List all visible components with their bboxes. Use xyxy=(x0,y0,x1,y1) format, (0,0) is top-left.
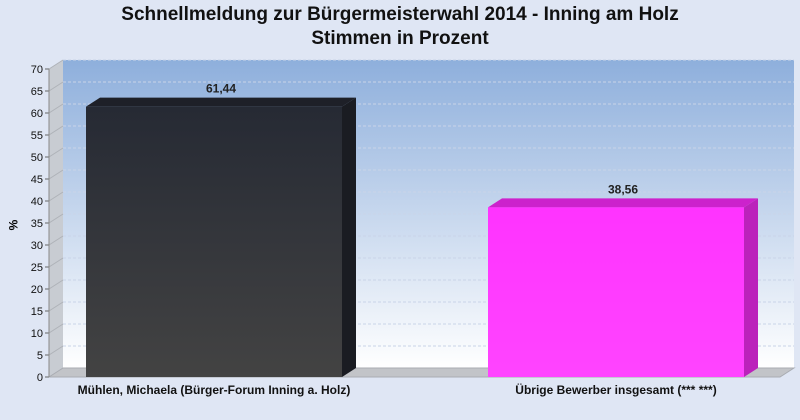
grid-line-diagonal xyxy=(48,169,64,180)
y-tick-label: 15 xyxy=(31,306,43,318)
y-tick-label: 55 xyxy=(31,130,43,142)
bar-side xyxy=(342,97,356,377)
chart-title-block: Schnellmeldung zur Bürgermeisterwahl 201… xyxy=(0,3,800,51)
grid-line-diagonal xyxy=(48,301,64,312)
bar-candidate-2: 38,56 xyxy=(488,182,758,377)
grid-line-diagonal xyxy=(48,345,64,356)
bar-front xyxy=(488,207,744,377)
y-tick-label: 45 xyxy=(31,174,43,186)
grid-line-diagonal xyxy=(48,125,64,136)
grid-line-diagonal xyxy=(48,279,64,290)
y-tick-label: 10 xyxy=(31,328,43,340)
bar-value-label: 38,56 xyxy=(608,182,638,196)
bar-value-label: 61,44 xyxy=(206,82,236,96)
y-tick-label: 35 xyxy=(31,218,43,230)
grid-line-diagonal xyxy=(48,213,64,224)
y-tick-label: 5 xyxy=(37,350,43,362)
y-tick-label: 50 xyxy=(31,152,43,164)
y-tick-label: 30 xyxy=(31,240,43,252)
y-tick-label: 70 xyxy=(31,64,43,76)
y-tick-label: 0 xyxy=(37,372,43,384)
bar-candidate-1: 61,44 xyxy=(86,82,356,377)
x-tick-label-candidate-2: Übrige Bewerber insgesamt (*** ***) xyxy=(515,383,717,397)
y-tick-label: 25 xyxy=(31,262,43,274)
grid-line-diagonal xyxy=(48,257,64,268)
bar-top xyxy=(86,97,356,107)
bar-top xyxy=(488,198,758,208)
bar-front xyxy=(86,106,342,377)
chart-title: Schnellmeldung zur Bürgermeisterwahl 201… xyxy=(121,4,679,25)
grid-line-diagonal xyxy=(48,81,64,92)
grid-line-diagonal xyxy=(48,59,64,70)
x-tick-label-candidate-1: Mühlen, Michaela (Bürger-Forum Inning a.… xyxy=(77,383,351,397)
y-tick-label: 60 xyxy=(31,108,43,120)
grid-line-diagonal xyxy=(48,191,64,202)
grid-line-diagonal xyxy=(48,235,64,246)
y-tick-label: 40 xyxy=(31,196,43,208)
y-tick-label: 20 xyxy=(31,284,43,296)
y-tick-label: 65 xyxy=(31,86,43,98)
bar-side xyxy=(744,198,758,377)
chart-subtitle: Stimmen in Prozent xyxy=(311,28,489,49)
grid-line-diagonal xyxy=(48,323,64,334)
grid-line-diagonal xyxy=(48,147,64,158)
grid-line-diagonal xyxy=(48,103,64,114)
